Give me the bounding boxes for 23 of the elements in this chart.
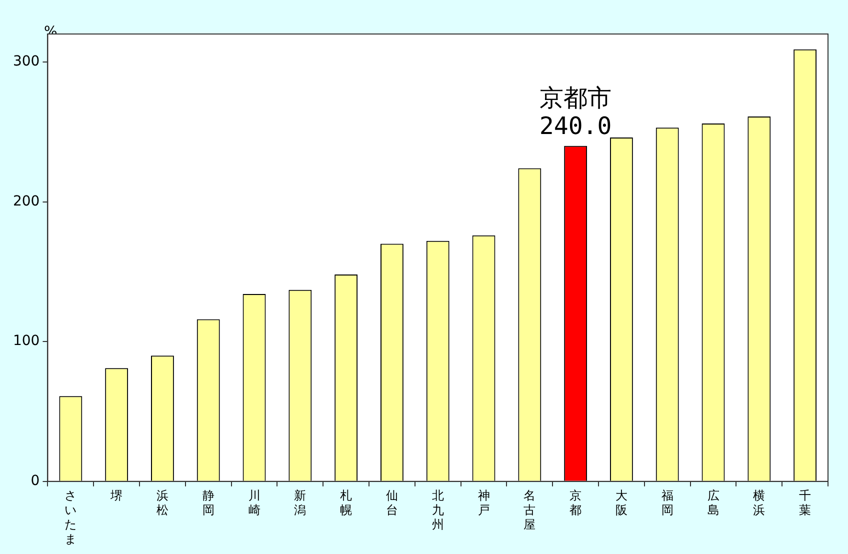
x-tick-label: 広島 [707,488,720,518]
y-tick-label: 100 [12,333,40,350]
x-tick-label: 横浜 [753,488,766,518]
x-tick-label: 静岡 [202,488,214,518]
x-tick-label: 京都 [570,488,582,518]
x-tick-label: 札幌 [340,488,352,518]
x-tick-label: 大阪 [615,488,628,518]
x-tick-label: 名古屋 [524,488,536,532]
x-tick-label: さいたま [64,488,77,546]
data-label: 240.0 [539,112,612,140]
y-tick-label: 0 [30,473,40,490]
x-tick-label: 神戸 [478,488,490,518]
x-tick-label: 仙台 [386,488,398,518]
x-tick-label: 川崎 [248,488,260,518]
x-tick-label: 堺 [110,488,123,503]
x-tick-label: 千葉 [799,488,812,518]
x-tick-label: 新潟 [294,488,306,518]
annotation: 京都市 [540,84,612,112]
x-tick-label: 福岡 [661,488,674,518]
x-tick-label: 浜松 [156,488,168,518]
y-tick-label: 300 [12,54,40,70]
y-tick-label: 200 [12,193,40,210]
x-tick-label: 北九州 [432,488,444,532]
